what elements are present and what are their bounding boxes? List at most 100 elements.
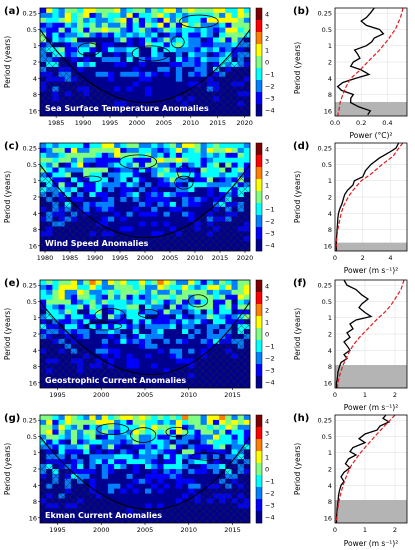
heatmap-cell — [138, 42, 146, 48]
heatmap-cell — [182, 348, 189, 355]
heatmap-cell — [188, 187, 196, 193]
heatmap-cell — [231, 17, 239, 24]
heatmap-cell — [138, 32, 146, 39]
heatmap-cell — [52, 143, 60, 149]
heatmap-cell — [77, 314, 84, 320]
heatmap-cell — [212, 17, 220, 24]
heatmap-cell — [169, 483, 177, 490]
x-ticks-e: 1995 2000 2005 2010 2015 — [49, 391, 241, 399]
heatmap-cell — [107, 424, 115, 431]
panel-label-f: (f) — [293, 278, 307, 289]
heatmap-cell — [95, 81, 103, 88]
heatmap-cell — [175, 32, 183, 39]
heatmap-cell — [83, 343, 91, 350]
heatmap-cell — [138, 444, 146, 450]
heatmap-cell — [126, 167, 134, 174]
y-tick: 2 — [33, 466, 37, 474]
heatmap-cell — [138, 353, 146, 360]
heatmap-cell — [107, 71, 115, 78]
heatmap-cell — [83, 192, 91, 198]
heatmap-cell — [126, 488, 134, 495]
heatmap-cell — [212, 12, 220, 19]
heatmap-cell — [225, 152, 233, 159]
heatmap-cell — [114, 363, 121, 369]
heatmap-cell — [138, 47, 146, 53]
heatmap-cell — [120, 348, 128, 355]
heatmap-cell — [120, 187, 128, 193]
x-tick: 2015 — [209, 119, 226, 127]
heatmap-cell — [163, 8, 171, 14]
heatmap-cell — [194, 280, 202, 286]
heatmap-cell — [77, 459, 84, 465]
heatmap-cell — [138, 12, 146, 19]
heatmap-cell — [95, 343, 103, 350]
x-tick: 0 — [333, 526, 337, 534]
heatmap-cell — [101, 334, 109, 340]
heatmap-cell — [114, 319, 121, 325]
heatmap-cell — [70, 319, 78, 325]
heatmap-cell — [114, 280, 121, 286]
heatmap-cell — [132, 454, 140, 460]
heatmap-cell — [163, 17, 171, 24]
heatmap-cell — [163, 201, 171, 208]
heatmap-cell — [145, 147, 152, 154]
heatmap-cell — [151, 280, 158, 286]
heatmap-cell — [126, 177, 134, 183]
y-tick: 8 — [33, 91, 37, 99]
heatmap-cell — [89, 289, 97, 296]
heatmap-cell — [231, 314, 239, 320]
heatmap-cell — [83, 143, 91, 149]
heatmap-cell — [219, 152, 226, 159]
heatmap-cell — [52, 152, 60, 159]
heatmap-cell — [126, 206, 134, 213]
heatmap-cell — [132, 66, 140, 73]
heatmap-cell — [120, 66, 128, 73]
y-ticks-a: 0.25 0.5 1 2 4 8 16 — [23, 10, 37, 116]
heatmap-cell — [182, 42, 189, 48]
heatmap-cell — [89, 473, 97, 480]
heatmap-cell — [231, 8, 239, 14]
colorbar-tick: 2 — [265, 34, 269, 42]
heatmap-cell — [182, 284, 189, 291]
heatmap-cell — [58, 162, 66, 169]
heatmap-cell — [89, 177, 97, 183]
heatmap-cell — [145, 338, 152, 345]
heatmap-cell — [163, 329, 171, 335]
heatmap-cell — [206, 42, 214, 48]
heatmap-cell — [58, 177, 66, 183]
heatmap-cell — [157, 444, 165, 450]
heatmap-cell — [243, 143, 250, 149]
heatmap-cell — [188, 449, 196, 455]
heatmap-cell — [58, 27, 66, 34]
heatmap-cell — [89, 206, 97, 213]
heatmap-cell — [138, 147, 146, 154]
heatmap-cell — [89, 76, 97, 83]
heatmap-cell — [95, 8, 103, 14]
heatmap-cell — [114, 52, 121, 58]
heatmap-cell — [70, 284, 78, 291]
heatmap-cell — [212, 334, 220, 340]
heatmap-cell — [138, 503, 146, 509]
heatmap-cell — [163, 147, 171, 154]
heatmap-cell — [132, 434, 140, 441]
heatmap-cell — [126, 62, 134, 68]
heatmap-cell — [194, 62, 202, 68]
heatmap-cell — [46, 157, 53, 164]
heatmap-cell — [237, 143, 245, 149]
heatmap-cell — [101, 424, 109, 431]
heatmap-cell — [225, 459, 233, 465]
heatmap-cell — [64, 329, 72, 335]
heatmap-cell — [107, 143, 115, 149]
heatmap-cell — [212, 429, 220, 436]
heatmap-cell — [169, 473, 177, 480]
heatmap-cell — [188, 469, 196, 475]
heatmap-cell — [107, 152, 115, 159]
heatmap-cell — [70, 12, 78, 19]
heatmap-cell — [151, 197, 158, 203]
heatmap-cell — [151, 424, 158, 431]
heatmap-cell — [212, 454, 220, 460]
heatmap-cell — [107, 8, 115, 14]
heatmap-cell — [206, 334, 214, 340]
heatmap-cell — [212, 280, 220, 286]
heatmap-cell — [188, 22, 196, 29]
